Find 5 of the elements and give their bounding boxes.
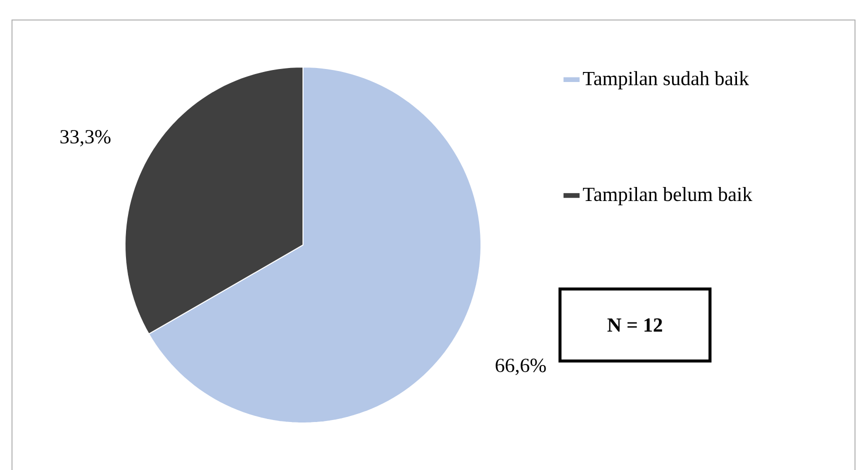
legend-label: Tampilan sudah baik xyxy=(582,71,749,90)
text: N = 12 xyxy=(607,318,662,332)
data-label: 33,3% xyxy=(60,130,110,146)
legend-label: Tampilan belum baik xyxy=(582,187,752,206)
data-label: 66,6% xyxy=(496,358,546,376)
